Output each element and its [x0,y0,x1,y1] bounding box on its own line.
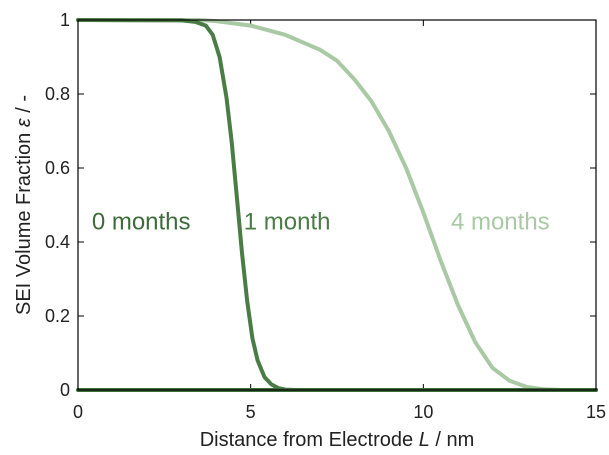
plot-frame [77,19,597,391]
y-axis-label-variable: ε [13,117,35,127]
y-tick-label: 0 [60,380,70,400]
x-axis-label-unit: / nm [430,429,474,451]
x-axis-label-variable: L [419,429,430,451]
y-axis-label-text: SEI Volume Fraction [13,127,35,315]
series-label-4-months: 4 months [451,209,550,236]
x-tick-label: 15 [586,402,606,422]
y-tick-label: 0.8 [45,84,70,104]
y-tick-label: 0.6 [45,158,70,178]
y-axis-label-unit: / - [13,95,35,118]
x-axis-label-text: Distance from Electrode [200,429,419,451]
y-tick-label: 0.2 [45,306,70,326]
y-tick-label: 0.4 [45,232,70,252]
x-axis-label: Distance from Electrode L / nm [200,429,475,451]
x-tick-label: 10 [413,402,433,422]
series-line-4-months [76,18,598,392]
x-tick-labels: 0 5 10 15 [73,402,606,422]
series-lines [76,18,598,392]
axis-ticks [77,19,597,391]
y-tick-label: 1 [60,10,70,30]
series-line-1-month [76,18,598,392]
y-axis-label: SEI Volume Fraction ε / - [13,95,35,315]
series-label-0-months: 0 months [92,209,191,236]
x-tick-label: 0 [73,402,83,422]
series-label-1-month: 1 month [244,209,331,236]
y-tick-labels: 0 0.2 0.4 0.6 0.8 1 [45,10,70,400]
series-labels: 0 months 1 month 4 months [92,209,550,236]
x-tick-label: 5 [246,402,256,422]
